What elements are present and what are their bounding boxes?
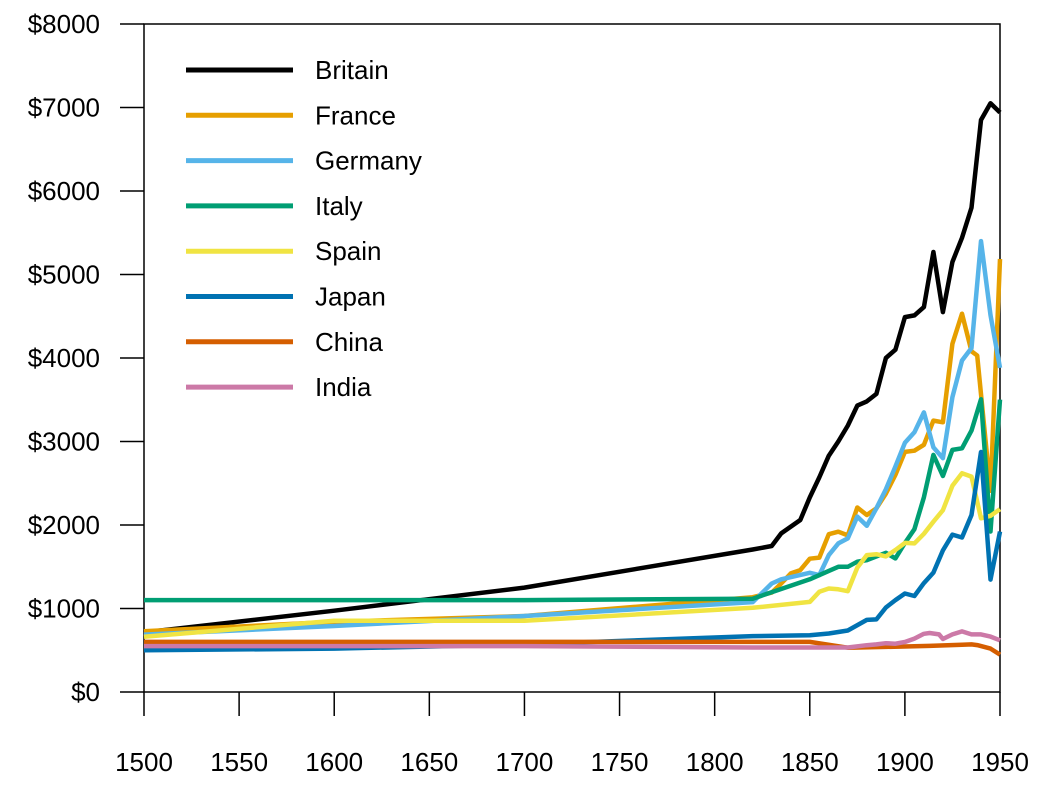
plot-frame: [143, 23, 1001, 693]
y-tick-label: $4000: [28, 343, 100, 373]
legend: Britain France Germany Italy Spain Japan China…: [186, 55, 422, 402]
y-tick-label: $5000: [28, 260, 100, 290]
x-tick-label: 1800: [686, 747, 744, 777]
y-tick-label: $6000: [28, 176, 100, 206]
series-line-china: [144, 639, 1002, 657]
y-tick-label: $7000: [28, 93, 100, 123]
y-tick-label: $2000: [28, 510, 100, 540]
x-tick-label: 1550: [210, 747, 268, 777]
x-tick-label: 1600: [305, 747, 363, 777]
x-tick-label: 1500: [115, 747, 173, 777]
series-line-france: [143, 258, 1003, 634]
series-line-italy: [144, 397, 1003, 603]
legend-label-spain: Spain: [315, 236, 382, 266]
x-tick-label: 1700: [496, 747, 554, 777]
series-line-spain: [143, 470, 1002, 640]
y-tick-label: $0: [71, 677, 100, 707]
legend-label-china: China: [315, 327, 383, 357]
x-tick-label: 1950: [971, 747, 1029, 777]
legend-label-india: India: [315, 372, 372, 402]
series-line-germany: [143, 238, 1003, 637]
legend-label-italy: Italy: [315, 191, 363, 221]
series-line-japan: [143, 449, 1003, 653]
legend-label-germany: Germany: [315, 146, 422, 176]
legend-label-france: France: [315, 100, 396, 130]
series-lines: [143, 101, 1003, 657]
series-line-britain: [143, 101, 1002, 635]
legend-label-japan: Japan: [315, 282, 386, 312]
x-tick-label: 1850: [781, 747, 839, 777]
y-tick-label: $8000: [28, 9, 100, 39]
x-tick-label: 1750: [591, 747, 649, 777]
y-tick-label: $1000: [28, 594, 100, 624]
y-tick-label: $3000: [28, 427, 100, 457]
y-axis: $0 $1000 $2000 $3000 $4000 $5000 $6000 $7000 $80…: [28, 9, 144, 707]
series-line-india: [144, 629, 1001, 650]
x-axis: 1500 1550 1600 1650 1700 1750 1800 1850 1900 1950: [115, 692, 1029, 777]
x-tick-label: 1900: [876, 747, 934, 777]
legend-label-britain: Britain: [315, 55, 389, 85]
x-tick-label: 1650: [400, 747, 458, 777]
